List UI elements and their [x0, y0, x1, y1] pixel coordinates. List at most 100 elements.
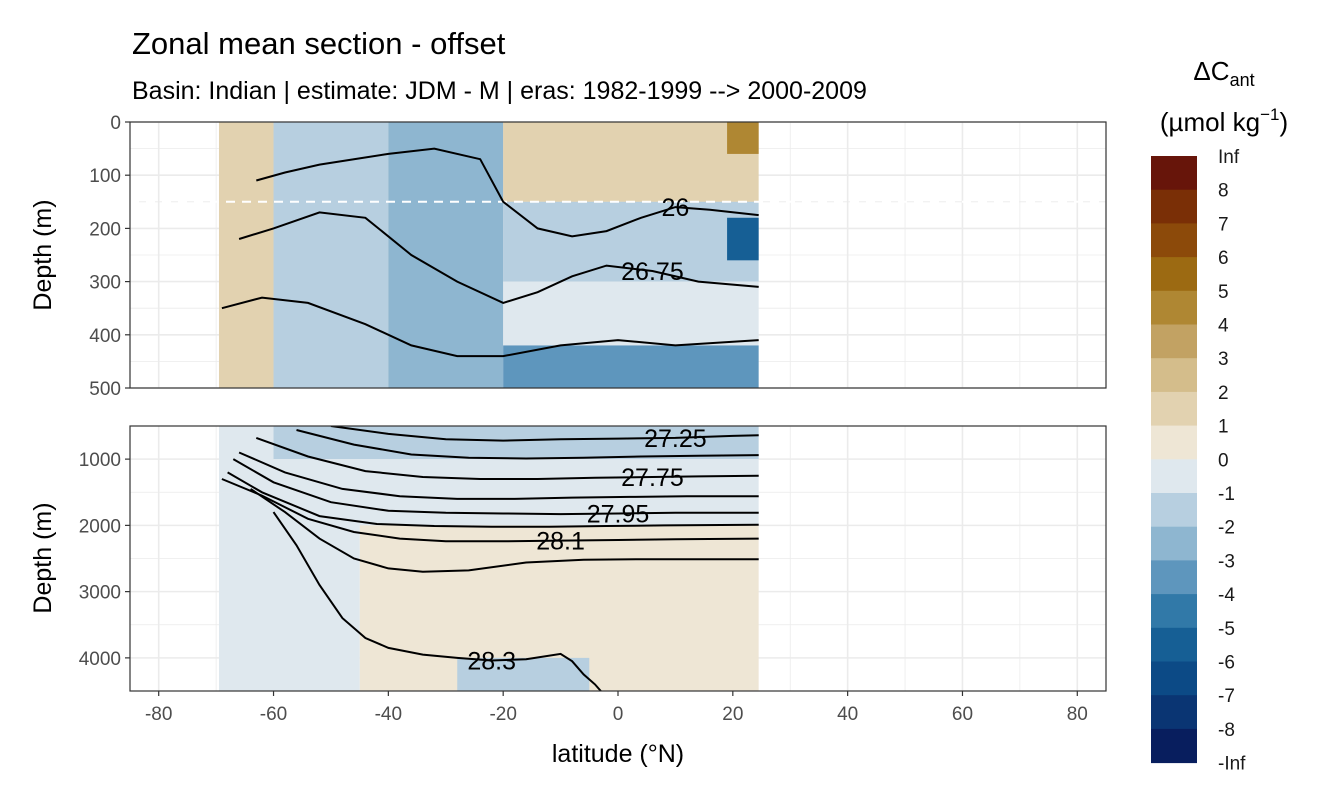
legend-label: 1	[1218, 417, 1229, 438]
data-region	[503, 281, 759, 346]
legend-key	[1151, 627, 1197, 662]
legend-label: 3	[1218, 349, 1229, 370]
isopycnal-27.75	[255, 436, 759, 480]
data-region	[273, 426, 759, 460]
x-tick-label: 80	[1067, 704, 1088, 725]
contour-label-26.75: 26.75	[621, 258, 684, 286]
color-legend: ΔCant (µmol kg−1) Inf 8 7 6 5 4 3 2 1 0 -1 -2 -3 -4 -5…	[1151, 56, 1288, 775]
y-tick-label: 500	[89, 379, 121, 400]
isopycnal-27.5	[296, 429, 759, 460]
x-tick-label: -20	[489, 704, 516, 725]
legend-key	[1151, 156, 1197, 191]
legend-label: -2	[1218, 518, 1235, 539]
data-region	[457, 657, 590, 691]
data-region	[218, 122, 274, 388]
panel-border	[129, 121, 1107, 389]
data-region	[727, 122, 759, 154]
legend-units: (µmol kg−1)	[1160, 105, 1288, 137]
x-axis: -80 -60 -40 -20 0 20 40 60 80	[145, 691, 1088, 725]
isopycnal-28.05	[227, 471, 759, 528]
legend-label: 4	[1218, 316, 1229, 337]
legend-key	[1151, 290, 1197, 325]
legend-key	[1151, 425, 1197, 460]
x-tick-label: -40	[375, 704, 402, 725]
y-tick-label: 100	[89, 166, 121, 187]
x-tick-label: 20	[722, 704, 743, 725]
y-tick-label: 200	[89, 219, 121, 240]
isopycnal-26	[256, 147, 759, 238]
data-region	[727, 217, 759, 261]
legend-units-post: )	[1279, 107, 1288, 137]
data-field	[218, 426, 759, 691]
y-axis-title-lower: Depth (m)	[29, 502, 57, 613]
data-field	[218, 122, 759, 388]
legend-title-sub: ant	[1230, 70, 1255, 90]
legend-title-main: ΔC	[1193, 56, 1229, 86]
isopycnal-26.75	[238, 211, 759, 304]
isopycnal-27	[221, 296, 759, 358]
data-region	[273, 122, 389, 388]
chart-subtitle: Basin: Indian | estimate: JDM - M | eras…	[132, 77, 867, 105]
data-region	[388, 122, 504, 388]
legend-label: -5	[1218, 619, 1235, 640]
isopycnal-27.25	[330, 426, 759, 442]
legend-label: Inf	[1218, 147, 1240, 168]
legend-label: 6	[1218, 248, 1229, 269]
isopycnal-28.1	[221, 478, 759, 543]
legend-label: -1	[1218, 484, 1235, 505]
x-tick-label: 60	[952, 704, 973, 725]
y-tick-label: 3000	[79, 583, 121, 604]
data-region	[503, 122, 759, 202]
legend-key	[1151, 358, 1197, 393]
legend-label: -8	[1218, 720, 1235, 741]
data-region	[218, 492, 360, 691]
data-region	[503, 345, 759, 388]
legend-label: -4	[1218, 585, 1235, 606]
x-axis-title: latitude (°N)	[552, 740, 684, 768]
legend-label: -3	[1218, 551, 1235, 572]
contour-label-28.1: 28.1	[536, 528, 585, 556]
legend-label: 2	[1218, 383, 1229, 404]
legend-key	[1151, 324, 1197, 359]
contour-label-26: 26	[662, 194, 690, 222]
legend-key	[1151, 223, 1197, 258]
legend-units-sup: −1	[1260, 105, 1279, 124]
y-tick-label: 300	[89, 273, 121, 294]
legend-key	[1151, 189, 1197, 224]
contour-label-28.3: 28.3	[467, 648, 516, 676]
legend-key	[1151, 459, 1197, 494]
legend-label: 8	[1218, 181, 1229, 202]
y-tick-label: 400	[89, 326, 121, 347]
isopycnal-28.2	[250, 488, 759, 573]
legend-key	[1151, 526, 1197, 561]
contour-label-27.75: 27.75	[621, 464, 684, 492]
legend-key	[1151, 493, 1197, 528]
legend-label: -7	[1218, 686, 1235, 707]
legend-label: 7	[1218, 214, 1229, 235]
isopycnal-27.9	[238, 451, 759, 500]
legend-key	[1151, 728, 1197, 764]
legend-label: 5	[1218, 282, 1229, 303]
legend-units-pre: (µmol kg	[1160, 107, 1260, 137]
upper-panel: 26 26.75 0 100 200 300 400 500	[89, 113, 1107, 400]
legend-label: -Inf	[1218, 754, 1246, 775]
legend-label: 0	[1218, 450, 1229, 471]
y-tick-label: 1000	[79, 450, 121, 471]
x-tick-label: 0	[613, 704, 624, 725]
legend-label: -6	[1218, 653, 1235, 674]
y-tick-label: 4000	[79, 649, 121, 670]
legend-key	[1151, 257, 1197, 292]
legend-key	[1151, 391, 1197, 427]
legend-key	[1151, 594, 1197, 629]
isopycnal-27.95	[232, 458, 759, 516]
chart-title: Zonal mean section - offset	[132, 26, 506, 61]
legend-key	[1151, 695, 1197, 730]
x-tick-label: 40	[837, 704, 858, 725]
y-tick-label: 0	[110, 113, 121, 134]
isopycnal-28.3	[272, 511, 602, 691]
contour-label-27.25: 27.25	[644, 425, 707, 453]
legend-key	[1151, 560, 1197, 595]
legend-title: ΔCant	[1193, 56, 1254, 90]
